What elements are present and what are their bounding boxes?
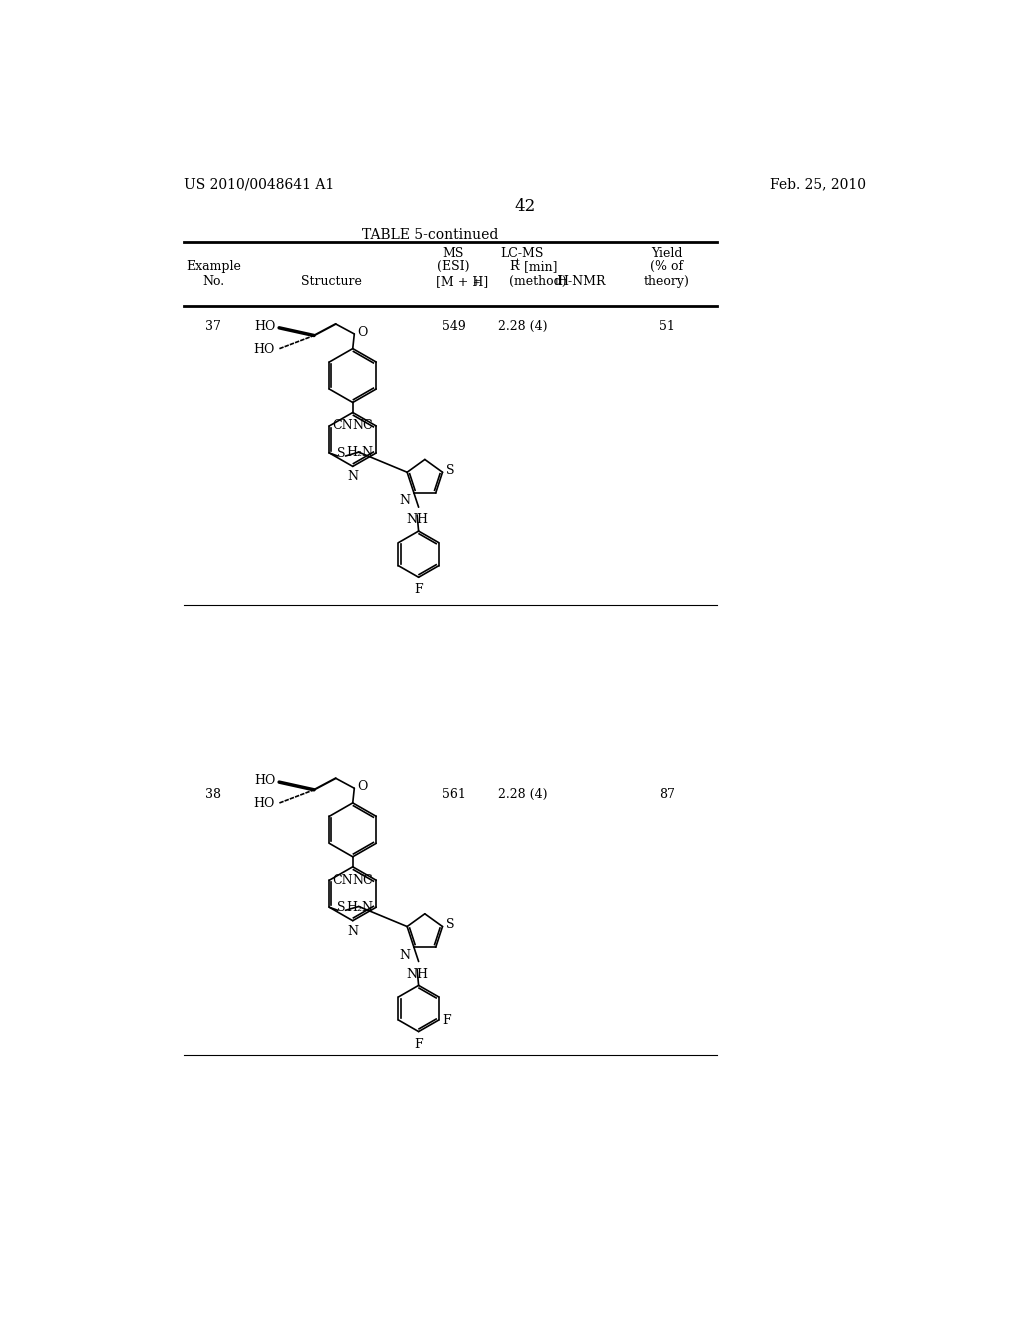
Text: CN: CN xyxy=(333,420,353,433)
Text: t: t xyxy=(515,257,519,267)
Text: MS: MS xyxy=(442,247,464,260)
Text: NH: NH xyxy=(407,513,428,527)
Text: 561: 561 xyxy=(441,788,466,801)
Text: S: S xyxy=(338,447,346,461)
Text: theory): theory) xyxy=(644,276,689,289)
Text: Structure: Structure xyxy=(301,276,361,289)
Text: NC: NC xyxy=(352,874,373,887)
Text: N: N xyxy=(399,495,411,507)
Text: 2.28 (4): 2.28 (4) xyxy=(499,788,548,801)
Text: N: N xyxy=(347,470,358,483)
Text: H₂N: H₂N xyxy=(346,900,373,913)
Text: F: F xyxy=(415,1038,423,1051)
Text: H-NMR: H-NMR xyxy=(557,276,606,289)
Text: NC: NC xyxy=(352,420,373,433)
Text: HO: HO xyxy=(255,774,276,787)
Text: 1: 1 xyxy=(554,277,559,286)
Text: F: F xyxy=(442,1014,451,1027)
Text: N: N xyxy=(347,924,358,937)
Text: No.: No. xyxy=(202,276,224,289)
Text: NH: NH xyxy=(407,968,428,981)
Text: 37: 37 xyxy=(206,321,221,333)
Text: O: O xyxy=(357,326,368,339)
Text: 87: 87 xyxy=(658,788,675,801)
Text: (method): (method) xyxy=(509,276,567,289)
Text: S: S xyxy=(338,902,346,915)
Text: [M + H]: [M + H] xyxy=(435,276,487,289)
Text: O: O xyxy=(357,780,368,793)
Text: S: S xyxy=(445,465,454,478)
Text: F: F xyxy=(415,583,423,597)
Text: 549: 549 xyxy=(441,321,465,333)
Text: HO: HO xyxy=(253,797,274,810)
Text: (ESI): (ESI) xyxy=(437,260,470,273)
Text: Yield: Yield xyxy=(651,247,682,260)
Text: Example: Example xyxy=(185,260,241,273)
Text: HO: HO xyxy=(255,319,276,333)
Text: LC-MS: LC-MS xyxy=(500,247,544,260)
Text: (% of: (% of xyxy=(650,260,683,273)
Text: US 2010/0048641 A1: US 2010/0048641 A1 xyxy=(183,178,334,191)
Text: 42: 42 xyxy=(514,198,536,215)
Text: HO: HO xyxy=(253,343,274,356)
Text: Feb. 25, 2010: Feb. 25, 2010 xyxy=(770,178,866,191)
Text: S: S xyxy=(445,919,454,932)
Text: N: N xyxy=(399,949,411,962)
Text: H₂N: H₂N xyxy=(346,446,373,459)
Text: 38: 38 xyxy=(205,788,221,801)
Text: 2.28 (4): 2.28 (4) xyxy=(499,321,548,333)
Text: TABLE 5-continued: TABLE 5-continued xyxy=(362,227,499,242)
Text: [min]: [min] xyxy=(520,260,558,273)
Text: +: + xyxy=(472,277,479,286)
Text: CN: CN xyxy=(333,874,353,887)
Text: R: R xyxy=(509,260,519,273)
Text: 51: 51 xyxy=(658,321,675,333)
